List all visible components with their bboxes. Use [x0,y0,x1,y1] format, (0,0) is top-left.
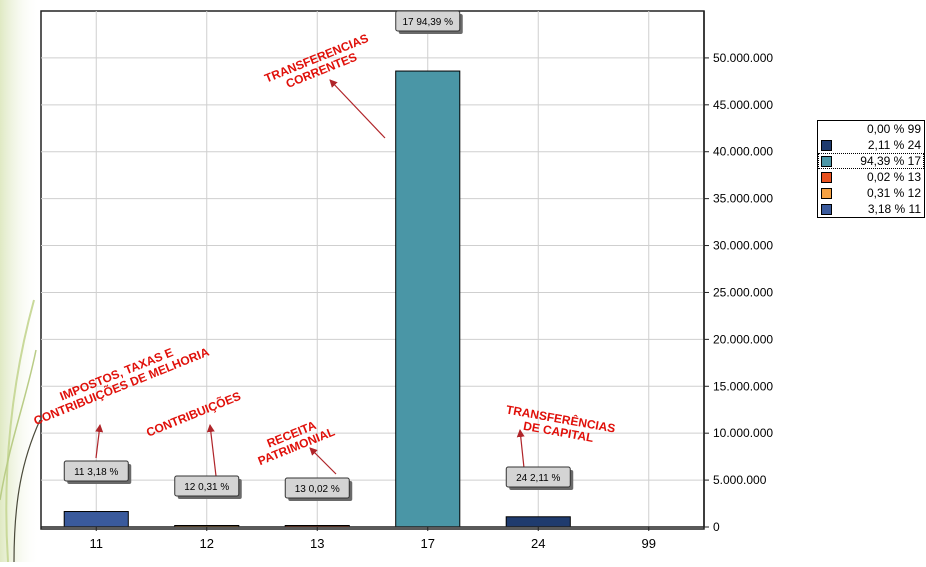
bar [505,516,571,528]
x-tick-label: 13 [310,536,324,551]
arrow-line [516,429,525,469]
legend-swatch [821,171,832,183]
x-tick-label: 99 [642,536,656,551]
chart-legend: 0,00 % 99 2,11 % 24 94,39 % 17 0,02 % 13… [817,120,925,218]
x-tick-label: 17 [421,536,435,551]
legend-swatch [821,203,832,215]
y-tick-label: 20.000.000 [713,332,773,346]
data-label-text: 17 94,39 % [402,17,453,28]
legend-swatch [821,187,832,199]
y-tick-label: 35.000.000 [713,192,773,206]
legend-label: 2,11 % 24 [867,138,921,152]
y-tick-label: 5.000.000 [713,473,767,487]
legend-swatch [821,139,832,151]
arrow-line [95,424,104,459]
data-label: 24 2,11 % [505,466,574,490]
bar [63,511,129,528]
gridlines [41,11,704,528]
data-label-box [174,475,240,497]
axes: 0 5.000.000 10.000.000 15.000.000 20.000.000… [41,11,773,551]
y-tick-label: 50.000.000 [713,51,773,65]
annotation-arrow [206,424,217,477]
legend-item: 0,02 % 13 [818,169,924,185]
legend-label: 3,18 % 11 [867,202,921,216]
data-label-text: 11 3,18 % [74,467,118,478]
annotation-arrow [309,447,337,475]
legend-item: 2,11 % 24 [818,137,924,153]
data-label-text: 12 0,31 % [184,482,229,493]
y-tick-label: 15.000.000 [713,379,773,393]
data-labels: 11 3,18 % 12 0,31 % 13 0,02 % 17 94,39 % 24 … [63,10,574,501]
arrow-line [329,79,386,139]
data-label-text: 13 0,02 % [295,484,340,495]
annotation-arrow [516,429,525,469]
data-label-box [505,466,571,488]
y-tick-label: 10.000.000 [713,426,773,440]
annotation-arrows [95,79,525,477]
y-tick-label: 25.000.000 [713,285,773,299]
data-label: 17 94,39 % [395,10,463,34]
legend-label: 0,31 % 12 [866,186,921,200]
legend-label: 0,00 % 99 [866,122,921,136]
annotation-arrow [329,79,386,139]
y-tick-label: 40.000.000 [713,145,773,159]
legend-item: 94,39 % 17 [818,153,924,169]
background-leaf-decoration [0,0,41,563]
x-tick-label: 11 [90,536,104,551]
data-label-box [395,10,461,32]
arrow-line [206,424,217,477]
legend-label: 0,02 % 13 [866,170,921,184]
data-label: 12 0,31 % [174,475,242,499]
plot-area [40,10,705,530]
data-label: 13 0,02 % [284,477,353,501]
y-tick-label: 45.000.000 [713,98,773,112]
data-label-box [63,460,129,482]
arrow-line [309,447,337,475]
bar [395,70,461,528]
x-tick-label: 24 [531,536,545,551]
data-label-box [284,477,350,499]
legend-swatch [821,155,832,167]
data-label-text: 24 2,11 % [516,473,560,484]
legend-item: 0,31 % 12 [818,185,924,201]
legend-item: 0,00 % 99 [818,121,924,137]
legend-item: 3,18 % 11 [818,201,924,217]
legend-label: 94,39 % 17 [860,154,921,168]
data-label: 11 3,18 % [63,460,132,484]
y-tick-label: 30.000.000 [713,239,773,253]
y-tick-label: 0 [713,520,720,534]
x-tick-label: 12 [200,536,214,551]
annotation-arrow [95,424,104,459]
